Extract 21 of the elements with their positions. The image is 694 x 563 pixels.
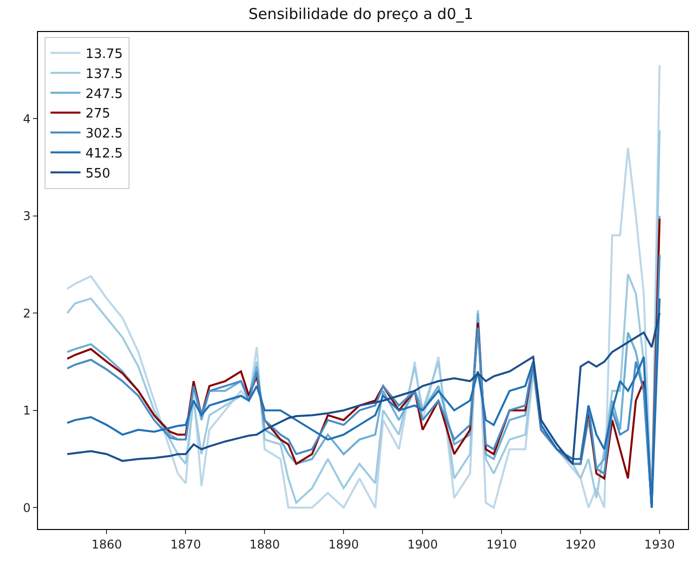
x-tick-label: 1870 [170, 537, 201, 552]
y-tick-label: 2 [22, 306, 31, 320]
y-tick-label: 0 [22, 500, 31, 515]
legend-label: 412.5 [86, 146, 123, 162]
chart-title: Sensibilidade do preço a d0_1 [248, 4, 474, 23]
x-tick-label: 1880 [249, 537, 280, 552]
x-tick-label: 1920 [565, 537, 596, 552]
x-tick-label: 1900 [407, 537, 438, 552]
legend-label: 13.75 [86, 46, 123, 62]
legend-label: 550 [86, 166, 110, 182]
legend-label: 137.5 [86, 66, 123, 82]
y-tick-label: 4 [22, 112, 31, 126]
y-tick-label: 1 [22, 404, 31, 418]
legend-label: 247.5 [86, 86, 123, 102]
x-tick-label: 1890 [328, 537, 359, 552]
legend-label: 275 [86, 106, 110, 122]
x-tick-label: 1910 [486, 537, 517, 552]
y-tick-label: 3 [22, 209, 31, 224]
x-tick-label: 1860 [91, 537, 122, 552]
legend-label: 302.5 [86, 126, 123, 142]
x-tick-label: 1930 [644, 537, 675, 552]
